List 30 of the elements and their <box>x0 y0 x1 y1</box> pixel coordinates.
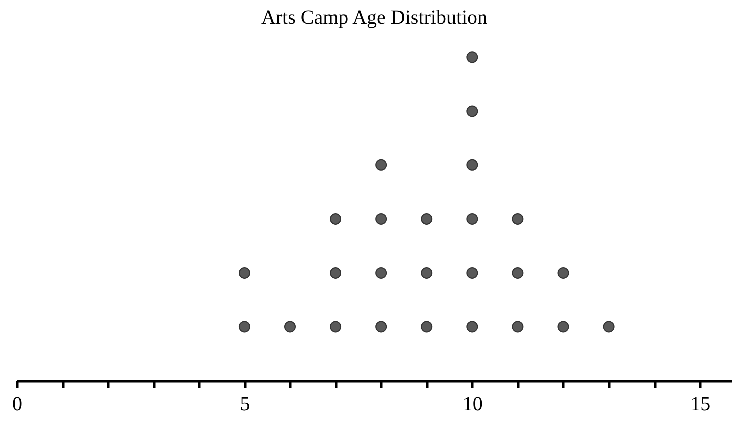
x-tick-label: 0 <box>12 394 22 416</box>
point <box>330 213 342 225</box>
point <box>466 52 478 64</box>
point <box>238 321 250 333</box>
chart-title: Arts Camp Age Distribution <box>261 7 488 29</box>
x-tick-label: 5 <box>240 394 250 416</box>
point <box>330 321 342 333</box>
x-tick-label: 15 <box>690 394 711 416</box>
point <box>466 321 478 333</box>
point <box>376 268 388 279</box>
point <box>512 268 524 279</box>
point <box>512 321 524 333</box>
point <box>558 321 570 333</box>
point <box>558 268 570 279</box>
point <box>376 321 388 333</box>
x-tick-label: 10 <box>462 394 483 416</box>
point <box>421 268 433 279</box>
point <box>421 213 433 225</box>
point <box>466 213 478 225</box>
point <box>330 268 342 279</box>
point <box>466 106 478 118</box>
point <box>376 159 388 171</box>
point <box>603 321 615 333</box>
point <box>512 213 524 225</box>
point <box>238 268 250 279</box>
point <box>284 321 296 333</box>
point <box>466 268 478 279</box>
point <box>376 213 388 225</box>
point <box>466 159 478 171</box>
point <box>421 321 433 333</box>
